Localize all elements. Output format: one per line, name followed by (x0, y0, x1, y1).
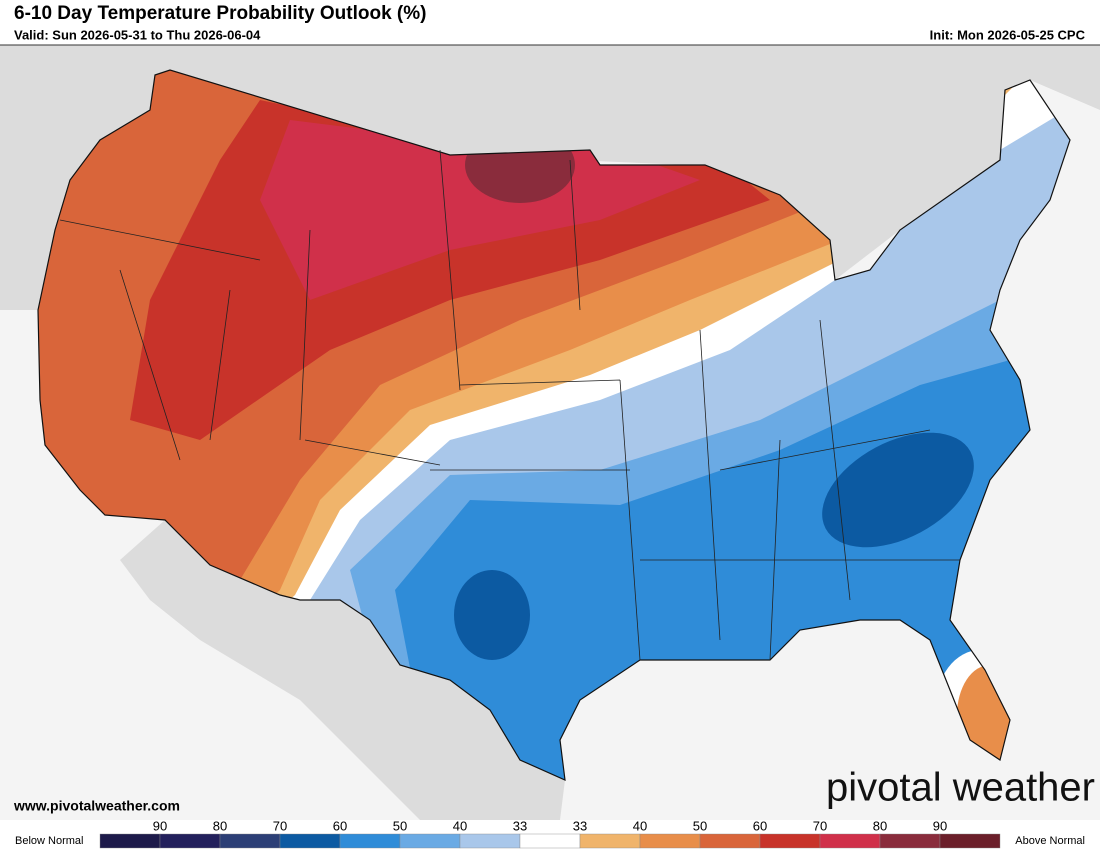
legend-below: Below Normal (15, 835, 83, 847)
legend-swatch (699, 833, 761, 849)
legend-swatch (579, 833, 641, 849)
legend-label: 70 (273, 818, 287, 833)
title: 6-10 Day Temperature Probability Outlook… (14, 3, 426, 24)
legend-swatch (939, 833, 1001, 849)
legend-label: 80 (873, 818, 887, 833)
legend-label: 40 (633, 818, 647, 833)
brand: pivotal weather (826, 766, 1095, 810)
legend-label: 33 (573, 818, 587, 833)
legend-swatch (339, 833, 401, 849)
band-a80 (260, 120, 700, 300)
legend-swatch (279, 833, 341, 849)
legend-swatch (759, 833, 821, 849)
mexico (120, 520, 565, 820)
legend-above: Above Normal (1015, 835, 1085, 847)
legend-label: 50 (393, 818, 407, 833)
state-lines (59, 149, 960, 661)
init-text: Init: Mon 2026-05-25 CPC (930, 27, 1086, 42)
legend-label: 60 (333, 818, 347, 833)
website: www.pivotalweather.com (13, 798, 180, 814)
legend-label: 50 (693, 818, 707, 833)
legend-swatch (219, 833, 281, 849)
legend-label: 70 (813, 818, 827, 833)
legend-label: 40 (453, 818, 467, 833)
us-outline (37, 69, 1071, 781)
legend-label: 33 (513, 818, 527, 833)
band-b70 (822, 432, 974, 548)
legend-swatch (819, 833, 881, 849)
legend-label: 90 (933, 818, 947, 833)
legend-swatch (99, 833, 161, 849)
legend-swatch (879, 833, 941, 849)
legend-swatch (639, 833, 701, 849)
legend: 90 80 70 60 50 40 33 33 40 50 60 70 80 90 (99, 818, 1001, 849)
band-b70 (454, 570, 530, 660)
legend-label: 80 (213, 818, 227, 833)
valid-text: Valid: Sun 2026-05-31 to Thu 2026-06-04 (14, 27, 261, 42)
legend-swatch (399, 833, 461, 849)
legend-label: 90 (153, 818, 167, 833)
legend-swatch (519, 833, 581, 849)
legend-swatch (159, 833, 221, 849)
legend-swatch (459, 833, 521, 849)
legend-label: 60 (753, 818, 767, 833)
